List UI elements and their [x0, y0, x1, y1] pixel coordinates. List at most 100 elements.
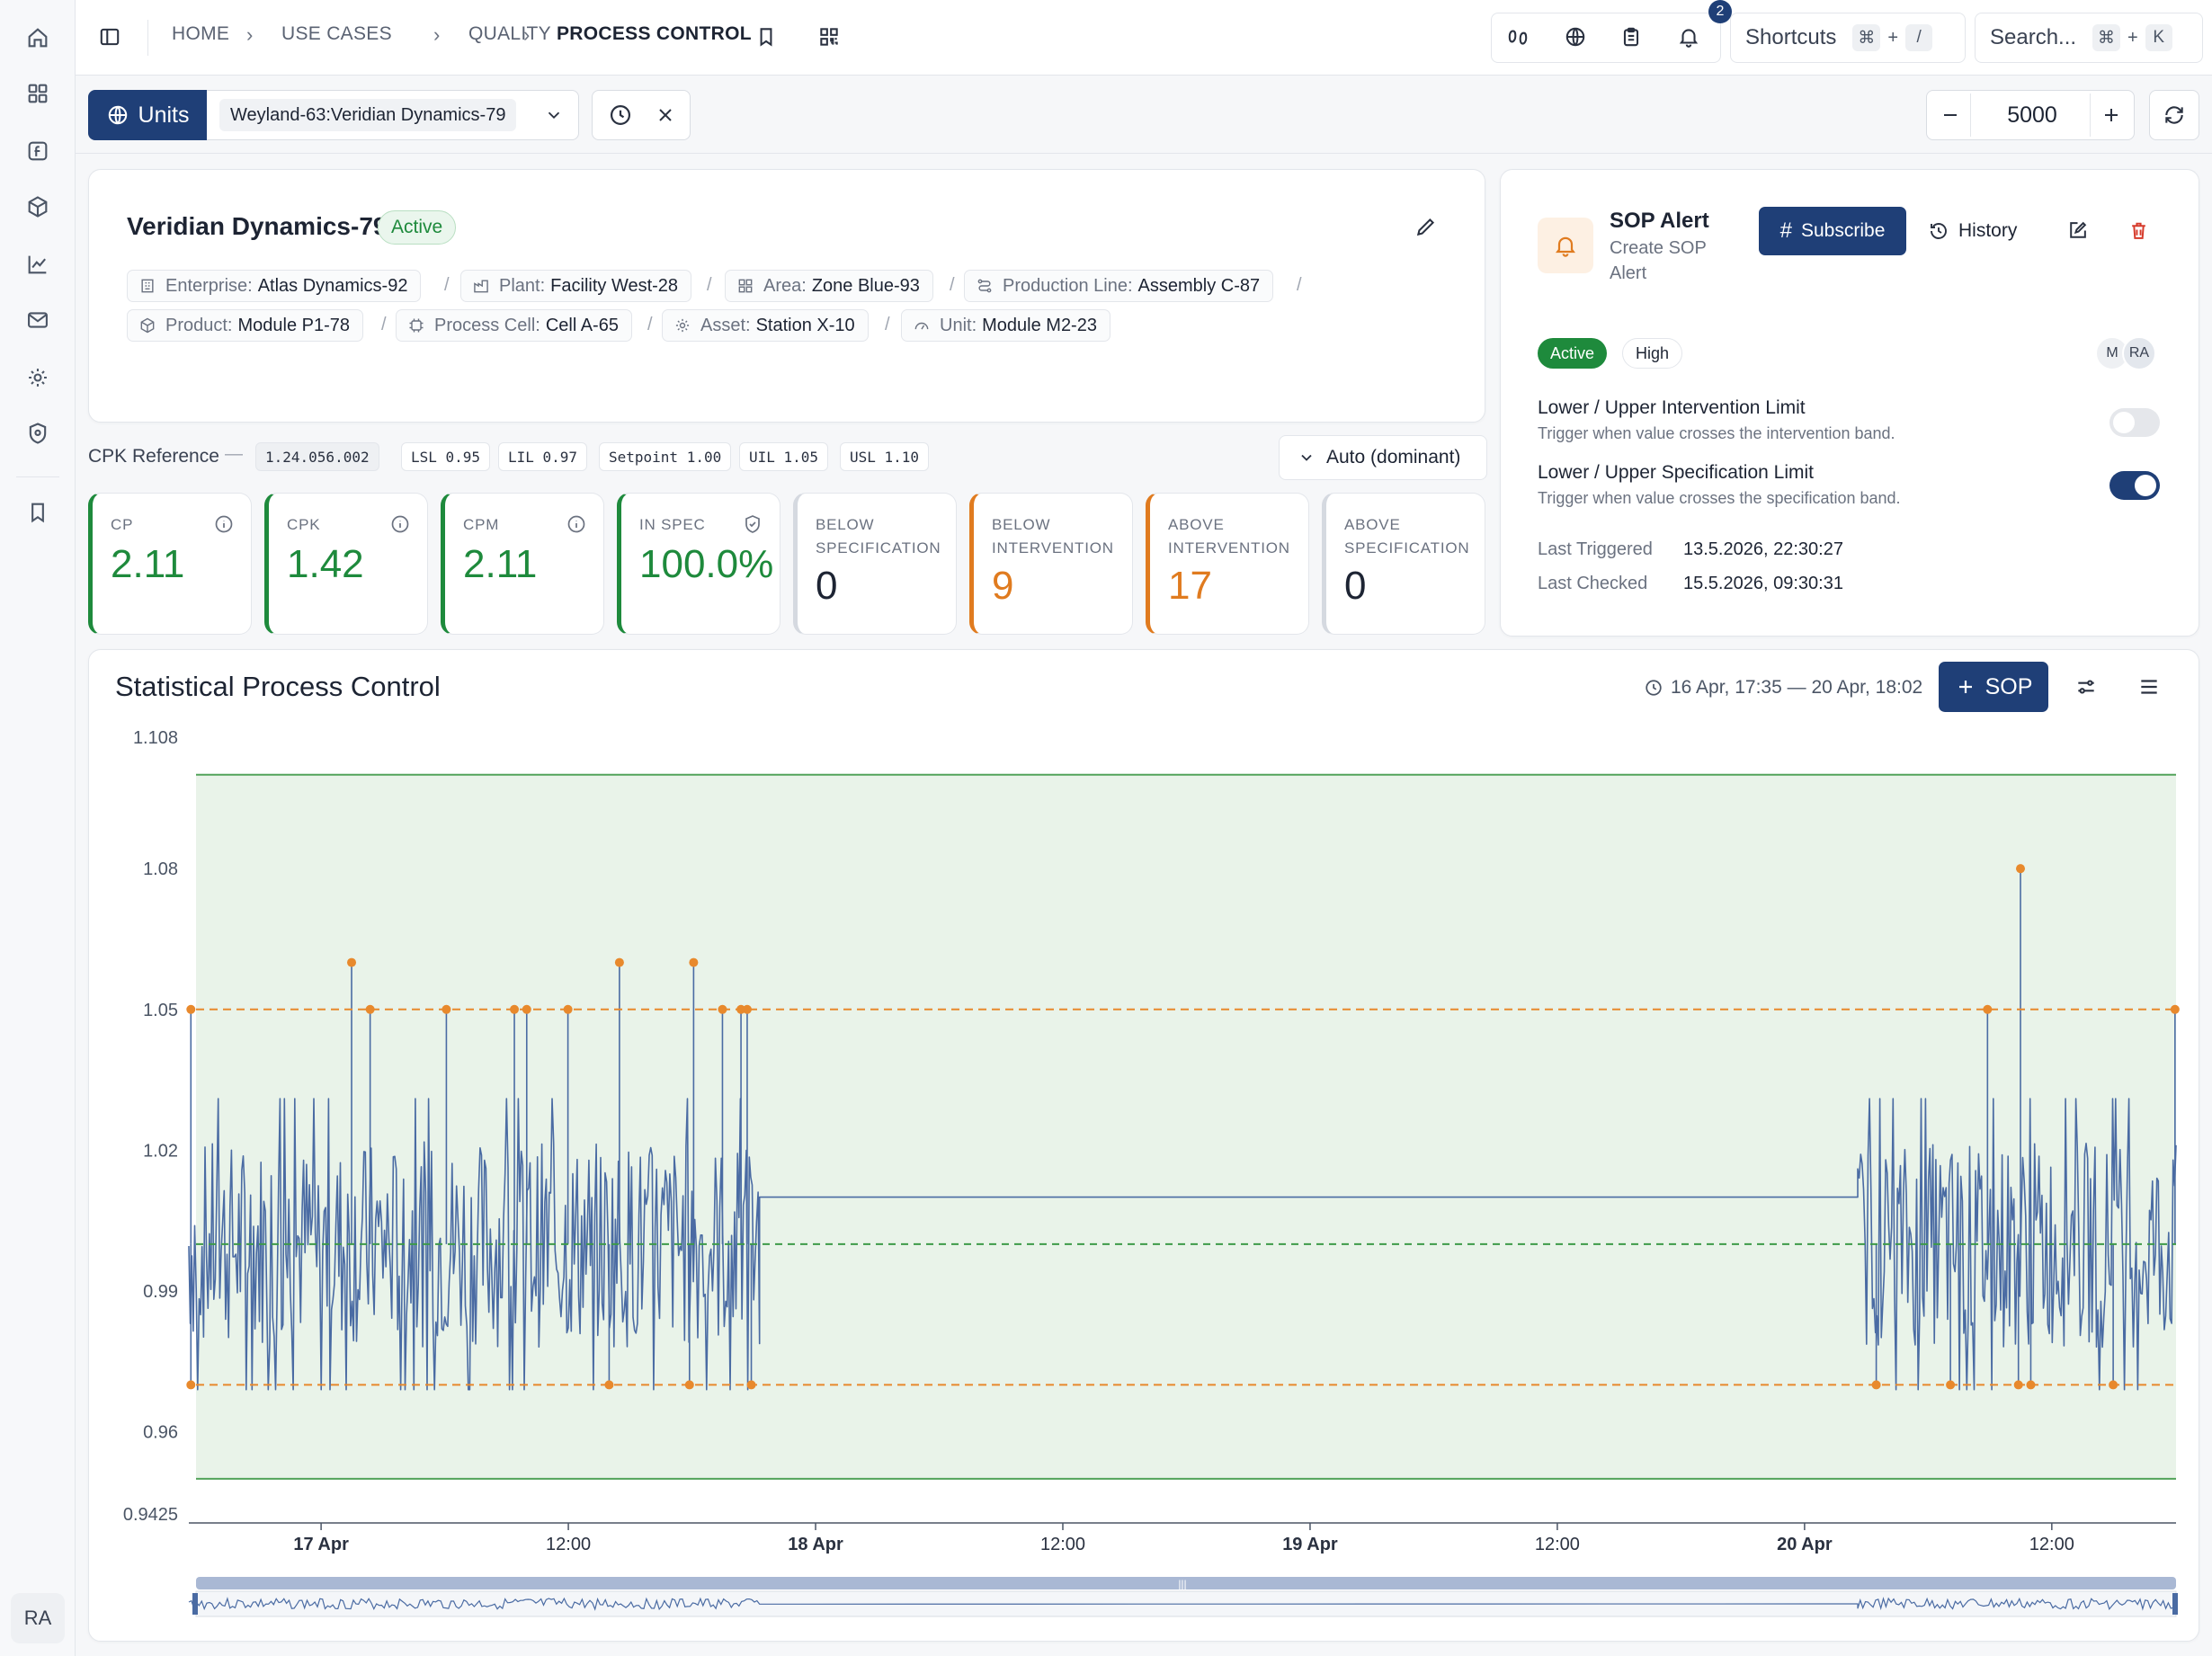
- subscribe-button[interactable]: # Subscribe: [1759, 207, 1906, 255]
- building-icon: [141, 279, 154, 293]
- excursion-point: [563, 1004, 573, 1014]
- sidebar-toggle-icon[interactable]: [90, 16, 129, 58]
- cube-icon[interactable]: [20, 189, 56, 225]
- breadcrumb-quality[interactable]: QUALITY: [468, 23, 551, 44]
- bell-icon[interactable]: [1669, 16, 1708, 58]
- clock-icon[interactable]: [602, 97, 638, 133]
- add-sop-button[interactable]: SOP: [1939, 662, 2048, 712]
- bookmark-icon[interactable]: [20, 494, 56, 530]
- shortcuts-button[interactable]: Shortcuts ⌘ + /: [1730, 13, 1966, 63]
- qr-code-icon[interactable]: [809, 16, 849, 58]
- selected-unit-tag[interactable]: Weyland-63:Veridian Dynamics-79: [219, 99, 517, 131]
- trash-icon: [2131, 222, 2145, 239]
- hierarchy-chip-asset[interactable]: Asset: Station X-10: [662, 309, 869, 342]
- cpk-mode-dropdown[interactable]: Auto (dominant): [1279, 435, 1487, 480]
- hierarchy-separator: /: [950, 275, 955, 295]
- breadcrumb-home[interactable]: HOME: [172, 23, 230, 44]
- bookmark-page-icon[interactable]: [746, 16, 786, 58]
- spc-range-label: 16 Apr, 17:35 — 20 Apr, 18:02: [1671, 677, 1923, 698]
- specification-limit-toggle[interactable]: [2109, 471, 2160, 500]
- notification-badge: 2: [1708, 0, 1732, 23]
- x-tick-label: 20 Apr: [1777, 1535, 1833, 1554]
- edit-asset-button[interactable]: [1408, 209, 1444, 245]
- units-button[interactable]: Units: [88, 90, 207, 140]
- footprints-icon[interactable]: [1498, 16, 1538, 58]
- settings-icon[interactable]: [20, 360, 56, 396]
- kpi-label: BELOW SPECIFICATION: [816, 516, 941, 556]
- kpi-value: 100.0%: [639, 542, 774, 586]
- breadcrumb-use-cases[interactable]: USE CASES: [281, 23, 392, 44]
- user-avatar[interactable]: RA: [11, 1593, 65, 1643]
- last-checked-value: 15.5.2026, 09:30:31: [1683, 574, 1843, 593]
- rule-description: Trigger when value crosses the specifica…: [1538, 489, 1901, 507]
- breadcrumb-process-control: PROCESS CONTROL: [557, 23, 752, 44]
- refresh-icon: [2165, 106, 2183, 124]
- hierarchy-separator: /: [444, 275, 450, 295]
- chart-line-icon[interactable]: [20, 246, 56, 282]
- hierarchy-chip-plant[interactable]: Plant: Facility West-28: [460, 270, 692, 302]
- kpi-label: CPK: [287, 516, 321, 533]
- chip-key: Asset:: [700, 315, 751, 335]
- chevron-right-icon: ›: [246, 23, 254, 46]
- kpi-value: 0: [1344, 564, 1367, 608]
- rule-title: Lower / Upper Intervention Limit: [1538, 397, 1806, 418]
- hierarchy-chip-area[interactable]: Area: Zone Blue-93: [725, 270, 933, 302]
- kpi-value: 17: [1168, 564, 1212, 608]
- edit-alert-button[interactable]: [2059, 212, 2095, 248]
- y-tick-label: 1.108: [133, 728, 178, 748]
- hierarchy-separator: /: [647, 315, 653, 334]
- refresh-button[interactable]: [2149, 90, 2199, 140]
- kpi-label: BELOW INTERVENTION: [992, 516, 1114, 556]
- intervention-limit-toggle[interactable]: [2109, 408, 2160, 437]
- chart-menu-button[interactable]: [2131, 669, 2167, 705]
- function-icon[interactable]: [20, 133, 56, 169]
- menu-icon: [2141, 680, 2157, 694]
- home-icon[interactable]: [20, 20, 56, 56]
- decrement-button[interactable]: [1930, 93, 1971, 137]
- gauge-icon: [914, 322, 929, 330]
- dashboard-icon[interactable]: [20, 76, 56, 111]
- clipboard-icon[interactable]: [1611, 16, 1651, 58]
- shield-icon[interactable]: [20, 415, 56, 451]
- info-icon[interactable]: [389, 513, 411, 535]
- info-icon[interactable]: [566, 513, 587, 535]
- mail-icon[interactable]: [20, 302, 56, 338]
- history-button[interactable]: History: [1928, 209, 2017, 254]
- toggle-knob: [2135, 475, 2156, 496]
- close-icon[interactable]: [647, 97, 683, 133]
- hierarchy-chip-production-line[interactable]: Production Line: Assembly C-87: [964, 270, 1274, 302]
- series-line: [188, 1098, 2177, 1391]
- chevron-down-icon[interactable]: [538, 97, 570, 133]
- x-tick-label: 12:00: [546, 1535, 591, 1554]
- globe-icon[interactable]: [1556, 16, 1595, 58]
- hierarchy-chip-product[interactable]: Product: Module P1-78: [127, 309, 364, 342]
- hierarchy-chip-unit[interactable]: Unit: Module M2-23: [901, 309, 1110, 342]
- cpk-reference-dash: —: [225, 444, 243, 464]
- count-input[interactable]: 5000: [2007, 102, 2057, 128]
- navigator-handle-left: [192, 1593, 198, 1615]
- hierarchy-chip-process-cell[interactable]: Process Cell: Cell A-65: [396, 309, 632, 342]
- sliders-icon: [2078, 680, 2094, 694]
- hash-icon: #: [1779, 218, 1792, 243]
- usl-chip: USL 1.10: [840, 442, 930, 471]
- delete-alert-button[interactable]: [2120, 212, 2156, 248]
- hierarchy-chip-enterprise[interactable]: Enterprise: Atlas Dynamics-92: [127, 270, 422, 302]
- last-triggered-value: 13.5.2026, 22:30:27: [1683, 539, 1843, 559]
- increment-button[interactable]: [2090, 93, 2131, 137]
- x-tick-label: 19 Apr: [1282, 1535, 1338, 1554]
- spc-time-range[interactable]: 16 Apr, 17:35 — 20 Apr, 18:02: [1644, 674, 1922, 701]
- y-tick-label: 1.08: [143, 859, 178, 879]
- chart-settings-button[interactable]: [2068, 669, 2104, 705]
- kbd-plus: +: [2127, 27, 2138, 48]
- info-icon[interactable]: [213, 513, 235, 535]
- kpi-label: CPM: [463, 516, 500, 533]
- sop-alert-subtitle: Create SOP Alert: [1610, 238, 1707, 283]
- spc-chart[interactable]: 1.108 1.08 1.05 1.02 0.99 0.96 0.9425 17 Apr 12:…: [88, 719, 2199, 1636]
- navigator-handle-right: [2172, 1593, 2178, 1615]
- navigator-series: [188, 1597, 2177, 1611]
- chip-value: Facility West-28: [550, 275, 679, 296]
- sop-alert-title: SOP Alert: [1610, 209, 1709, 233]
- search-button[interactable]: Search... ⌘ + K: [1975, 13, 2203, 63]
- section-divider: [76, 153, 2212, 154]
- shield-check-icon: [742, 513, 763, 535]
